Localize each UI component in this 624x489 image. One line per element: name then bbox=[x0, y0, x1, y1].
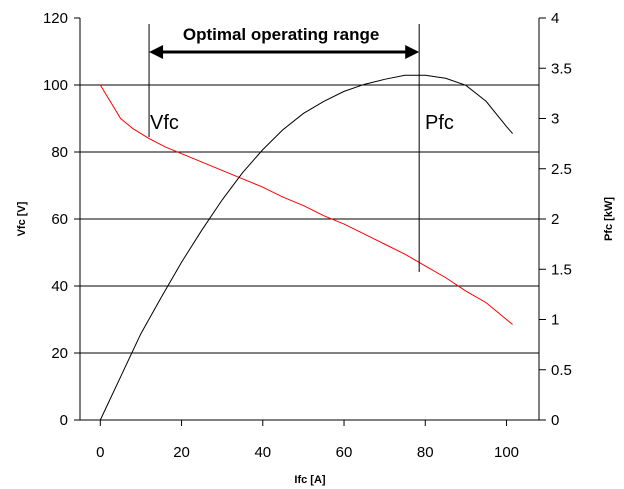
y2-axis-title: Pfc [kW] bbox=[603, 197, 615, 241]
y2-tick-label: 3 bbox=[551, 111, 559, 128]
range-arrow-left-head bbox=[149, 45, 164, 59]
x-tick-label: 80 bbox=[417, 444, 434, 461]
y2-tick-label: 4 bbox=[551, 10, 559, 27]
annotations: Optimal operating range Vfc Pfc bbox=[148, 24, 454, 272]
y2-tick-label: 3.5 bbox=[551, 60, 572, 77]
range-arrow-right-head bbox=[405, 45, 420, 59]
y2-tick-label: 2 bbox=[551, 211, 559, 228]
vfc-annotation: Vfc bbox=[150, 112, 179, 134]
y-tick-label: 40 bbox=[51, 278, 68, 295]
y2-tick-label: 0 bbox=[551, 412, 559, 429]
x-tick-label: 0 bbox=[96, 444, 104, 461]
vfc-series-line bbox=[99, 84, 513, 325]
pfc-series-line bbox=[99, 74, 513, 421]
series bbox=[99, 74, 513, 421]
x-axis-title: Ifc [A] bbox=[294, 474, 326, 486]
y2-tick-label: 0.5 bbox=[551, 362, 572, 379]
optimal-range-label: Optimal operating range bbox=[183, 25, 379, 44]
x-tick-label: 40 bbox=[254, 444, 271, 461]
x-tick-label: 100 bbox=[494, 444, 519, 461]
y-tick-label: 100 bbox=[43, 77, 68, 94]
y2-tick-label: 1.5 bbox=[551, 261, 572, 278]
y-tick-label: 120 bbox=[43, 10, 68, 27]
y-tick-label: 20 bbox=[51, 345, 68, 362]
gridlines bbox=[80, 84, 539, 354]
y2-tick-label: 2.5 bbox=[551, 161, 572, 178]
y-axis-title: Vfc [V] bbox=[16, 201, 28, 236]
x-tick-label: 60 bbox=[336, 444, 353, 461]
x-tick-label: 20 bbox=[173, 444, 190, 461]
y-tick-label: 0 bbox=[60, 412, 68, 429]
y-tick-label: 80 bbox=[51, 144, 68, 161]
y2-tick-label: 1 bbox=[551, 312, 559, 329]
y-tick-label: 60 bbox=[51, 211, 68, 228]
pfc-annotation: Pfc bbox=[425, 112, 454, 134]
